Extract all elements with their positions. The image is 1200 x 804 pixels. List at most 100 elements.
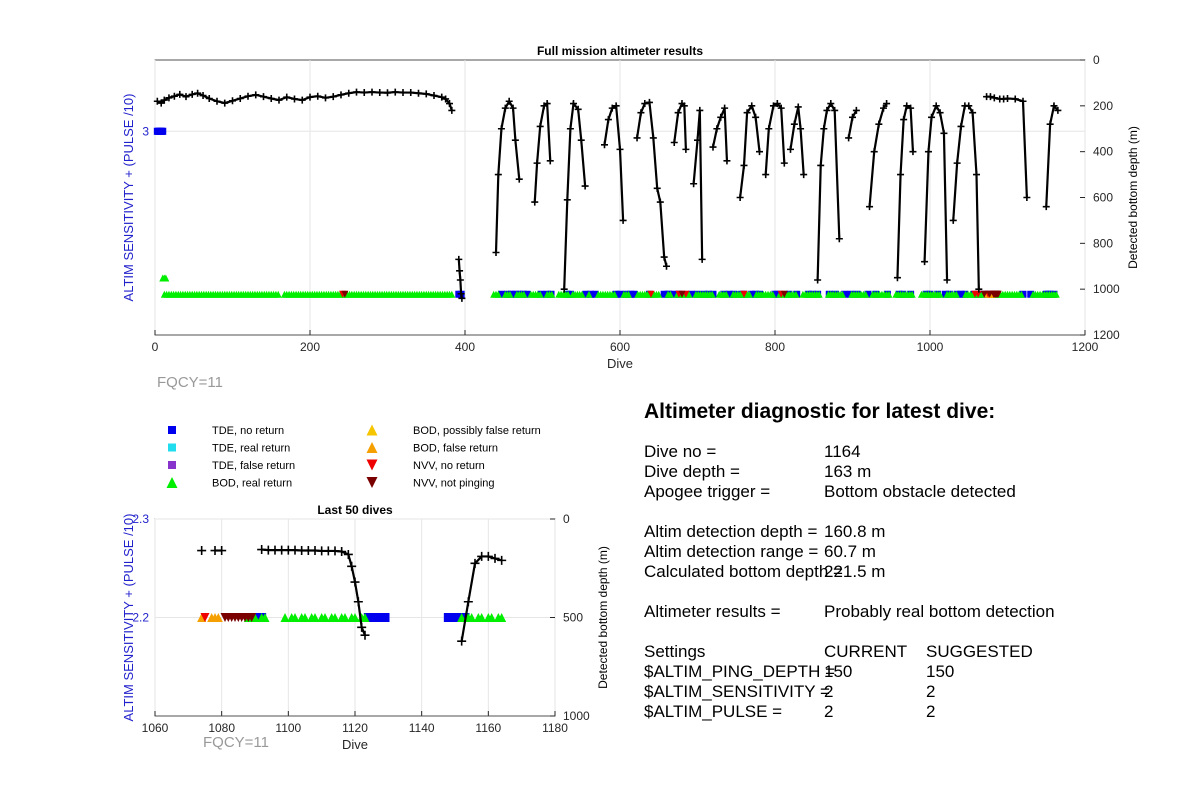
- depth-point: [563, 196, 571, 204]
- data-point: [994, 290, 1002, 298]
- series-nvv-not-pinging: [341, 290, 1002, 298]
- x-tick-label: 1000: [917, 340, 944, 354]
- dive-depth-value: 163 m: [824, 462, 872, 481]
- depth-point: [690, 180, 698, 188]
- y-left-tick-label: 3: [142, 124, 149, 138]
- detection-depth-value: 160.8 m: [824, 522, 886, 541]
- depth-point: [633, 134, 641, 142]
- depth-point: [536, 122, 544, 130]
- data-point: [687, 290, 695, 298]
- depth-point: [612, 102, 620, 110]
- depth-point: [604, 116, 612, 124]
- depth-point: [213, 97, 221, 105]
- depth-point: [870, 148, 878, 156]
- x-tick-label: 1180: [542, 721, 568, 735]
- depth-point: [457, 636, 467, 646]
- depth-line: [603, 103, 625, 221]
- bod-real-point: [625, 290, 633, 298]
- y-left-tick-label: 2.2: [132, 611, 149, 625]
- data-point: [340, 613, 350, 622]
- depth-point: [501, 104, 509, 112]
- depth-point: [601, 141, 608, 149]
- depth-point: [574, 105, 582, 113]
- depth-point: [969, 109, 977, 117]
- depth-point: [391, 88, 399, 96]
- depth-point: [329, 93, 337, 101]
- depth-point: [787, 145, 794, 153]
- apogee-trigger-label: Apogee trigger =: [644, 482, 771, 501]
- depth-point: [337, 91, 345, 99]
- settings-label: Settings: [644, 642, 706, 661]
- depth-point: [314, 92, 322, 100]
- sensitivity-current: 2: [824, 682, 834, 701]
- depth-point: [350, 577, 360, 587]
- depth-point: [160, 96, 168, 104]
- depth-point: [713, 125, 721, 133]
- x-axis-label: Dive: [342, 737, 368, 752]
- legend-marker: [168, 443, 176, 452]
- ping-depth-current: 150: [824, 662, 853, 681]
- depth-point: [883, 100, 891, 108]
- depth-point: [900, 116, 908, 124]
- depth-point: [817, 161, 825, 169]
- y-right-tick-label: 0: [563, 512, 570, 526]
- dive-no-value: 1164: [824, 442, 861, 461]
- y-left-axis-label: ALTIM SENSITIVITY + (PULSE /10): [121, 514, 136, 722]
- depth-point: [456, 267, 464, 275]
- depth-point: [845, 134, 853, 142]
- depth-line: [1045, 103, 1059, 207]
- bod-real-point: [685, 290, 693, 298]
- depth-point: [497, 555, 507, 565]
- legend-marker: [166, 477, 178, 488]
- depth-point: [577, 136, 585, 144]
- bod-real-point: [815, 290, 823, 298]
- depth-point: [533, 159, 541, 167]
- current-header: CURRENT: [824, 642, 908, 661]
- series-detected-bottom-depth: [153, 88, 1062, 302]
- depth-point: [641, 100, 649, 108]
- depth-point: [975, 285, 983, 293]
- data-point: [780, 290, 788, 298]
- data-point: [467, 613, 477, 622]
- depth-point: [322, 94, 329, 102]
- bod-real-point: [564, 290, 572, 298]
- sensitivity-label: $ALTIM_SENSITIVITY =: [644, 682, 830, 701]
- depth-point: [283, 93, 291, 101]
- depth-line: [494, 99, 521, 253]
- depth-point: [442, 95, 450, 103]
- depth-point: [260, 93, 267, 101]
- depth-point: [835, 235, 843, 243]
- y-left-tick-label: 2.3: [132, 512, 149, 526]
- depth-point: [875, 120, 883, 128]
- pulse-label: $ALTIM_PULSE =: [644, 702, 783, 721]
- depth-point: [698, 255, 706, 263]
- depth-point: [229, 97, 236, 105]
- data-point: [380, 613, 390, 622]
- depth-line: [533, 101, 552, 203]
- data-point: [1027, 290, 1035, 298]
- depth-point: [1046, 120, 1054, 128]
- x-tick-label: 800: [765, 340, 785, 354]
- x-tick-label: 1140: [409, 721, 435, 735]
- depth-point: [660, 253, 668, 261]
- depth-point: [244, 92, 252, 100]
- depth-point: [170, 92, 178, 100]
- bod-real-point: [520, 290, 528, 298]
- dive-depth-label: Dive depth =: [644, 462, 740, 481]
- bod-real-point: [611, 290, 619, 298]
- legend-marker: [366, 424, 378, 436]
- depth-point: [820, 125, 828, 133]
- data-point: [957, 290, 965, 298]
- depth-point: [932, 102, 940, 110]
- depth-point: [176, 90, 184, 98]
- depth-point: [656, 198, 664, 206]
- series-nvv-not-pinging: [220, 613, 257, 622]
- altimeter-diagnostic-panel: Altimeter diagnostic for latest dive: Di…: [644, 400, 1184, 722]
- x-tick-label: 1100: [275, 721, 301, 735]
- depth-point: [823, 106, 831, 114]
- fqcy-note: FQCY=11: [203, 734, 269, 751]
- depth-point: [581, 182, 589, 190]
- depth-point: [1042, 203, 1050, 211]
- data-point: [260, 613, 270, 622]
- fqcy-note: FQCY=11: [157, 374, 223, 391]
